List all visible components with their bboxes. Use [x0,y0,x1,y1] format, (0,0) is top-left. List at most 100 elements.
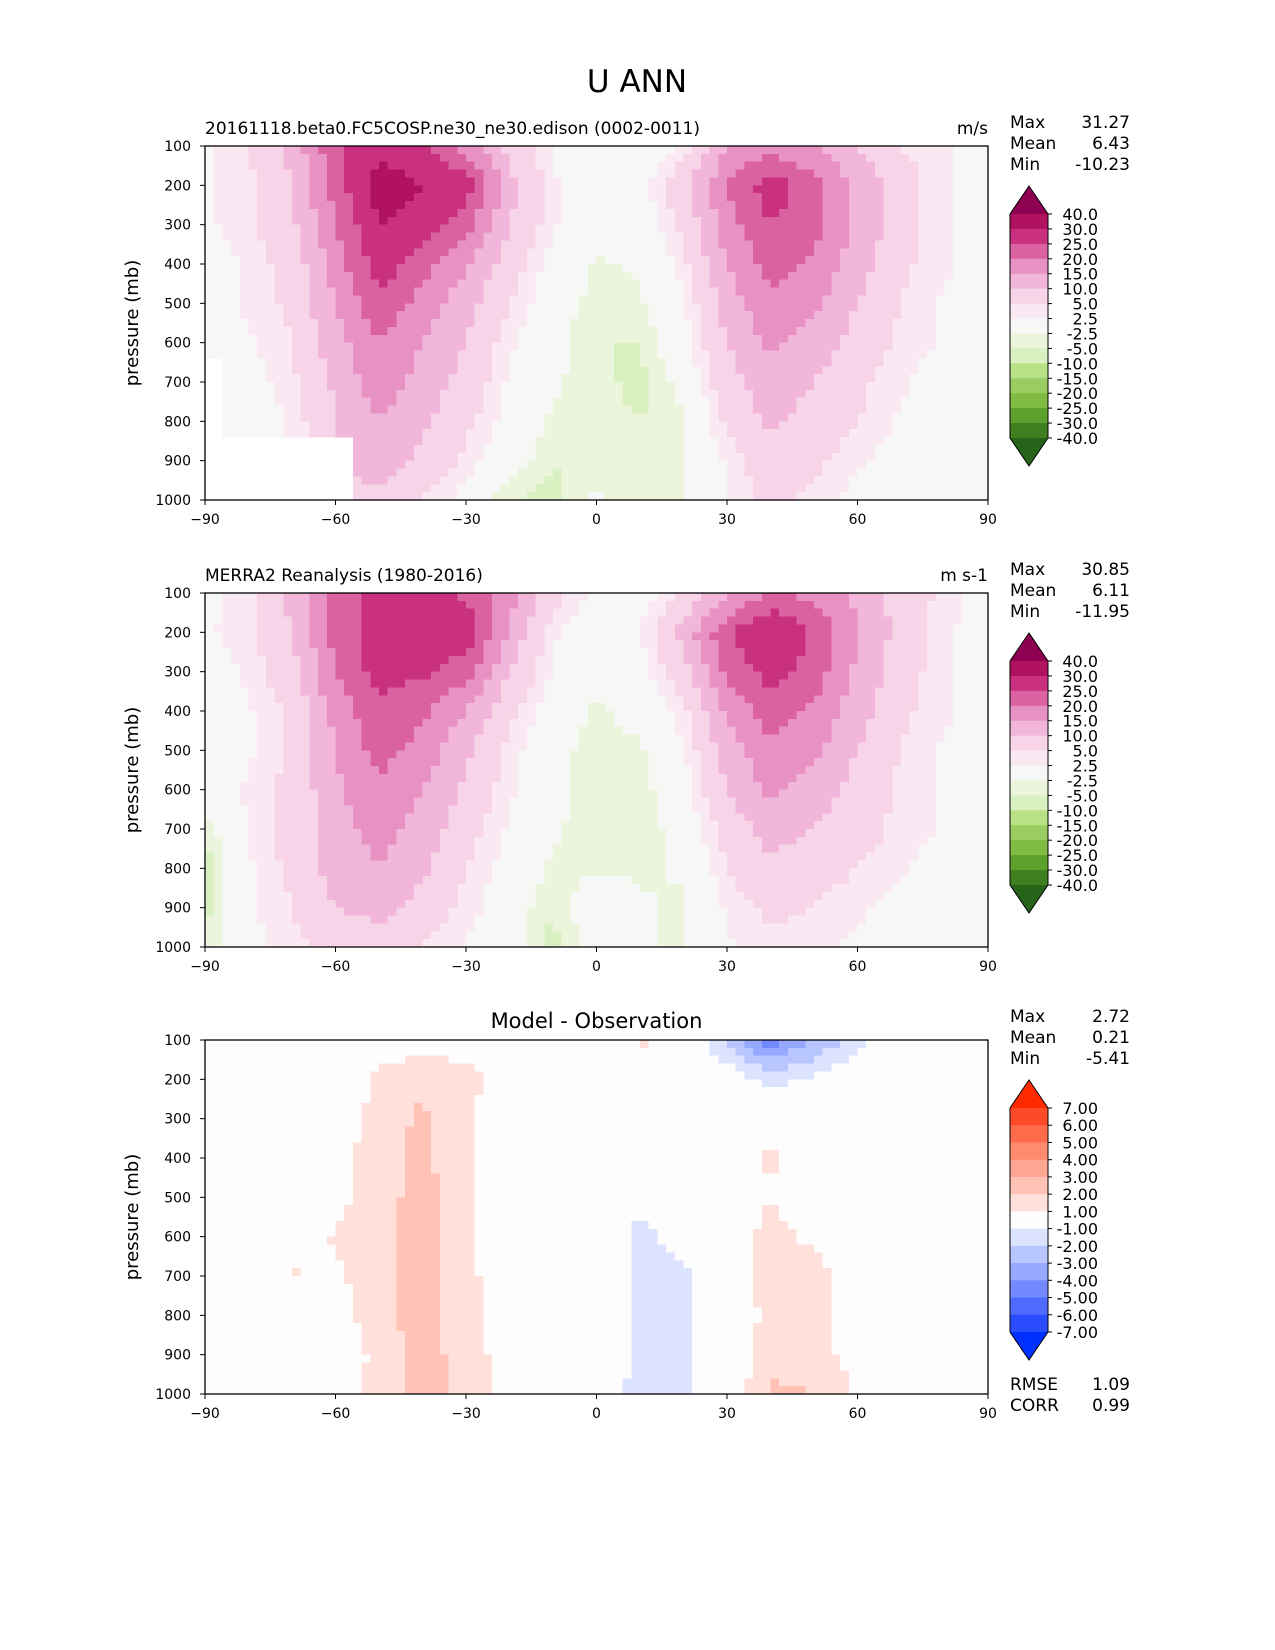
contour-cell [387,663,397,673]
contour-cell [535,663,545,673]
contour-cell [213,640,223,649]
contour-cell [709,256,719,265]
contour-cell [953,452,963,462]
contour-cell [927,648,937,657]
contour-cell [700,468,711,477]
contour-cell [700,256,711,265]
contour-cell [231,295,241,304]
contour-cell [431,311,441,320]
contour-cell [935,429,946,438]
contour-cell [953,671,963,681]
contour-cell [448,421,458,430]
contour-cell [318,671,328,681]
contour-cell [213,177,223,186]
contour-cell [857,444,867,454]
contour-cell [509,366,519,375]
contour-cell [292,342,302,352]
contour-cell [361,334,371,344]
contour-cell [292,421,302,430]
contour-cell [387,295,397,304]
contour-cell [439,358,450,367]
contour-cell [457,216,467,226]
contour-cell [692,593,702,602]
contour-cell [370,153,380,163]
contour-cell [640,264,650,273]
contour-cell [352,444,363,454]
contour-cell [901,311,911,320]
contour-cell [579,600,589,610]
contour-cell [640,232,650,241]
contour-cell [970,271,980,281]
contour-cell [326,271,337,281]
contour-cell [422,648,432,657]
contour-cell [387,358,397,367]
contour-cell [814,648,824,657]
contour-cell [387,216,397,226]
contour-cell [953,476,963,485]
contour-cell [692,624,702,633]
contour-cell [553,201,563,210]
contour-cell [700,264,711,273]
contour-cell [944,224,954,234]
contour-cell [265,405,276,415]
contour-cell [466,632,476,641]
contour-cell [518,161,528,171]
contour-cell [605,413,615,422]
contour-cell [448,208,458,218]
contour-cell [213,161,223,171]
contour-cell [283,153,293,163]
contour-cell [683,655,693,665]
contour-cell [944,421,954,430]
contour-cell [901,640,911,649]
contour-cell [579,224,589,234]
contour-cell [787,185,798,194]
contour-cell [483,161,493,171]
contour-cell [474,216,484,226]
contour-cell [935,256,946,265]
contour-cell [553,397,563,407]
y-tick-label: 500 [164,296,191,312]
contour-cell [674,374,685,383]
contour-cell [944,216,954,226]
contour-cell [344,287,354,297]
contour-cell [274,334,284,344]
contour-cell [700,193,711,202]
contour-cell [874,366,885,375]
contour-cell [248,303,258,312]
contour-cell [248,600,258,610]
contour-cell [535,326,545,336]
contour-cell [431,374,441,383]
contour-cell [874,201,885,210]
contour-cell [248,663,258,673]
contour-cell [805,608,815,618]
contour-cell [309,616,319,626]
contour-cell [387,468,397,477]
colorbar-swatch [1010,258,1048,275]
contour-cell [526,224,537,234]
contour-cell [500,413,511,422]
contour-cell [231,256,241,265]
contour-cell [935,342,946,352]
contour-cell [509,248,519,257]
contour-cell [779,248,789,257]
contour-cell [944,624,954,633]
contour-cell [796,600,806,610]
contour-cell [526,161,537,171]
contour-cell [927,153,937,163]
contour-cell [770,201,780,210]
contour-cell [222,216,232,226]
contour-cell [431,264,441,273]
contour-cell [274,350,284,359]
contour-cell [814,492,824,501]
contour-cell [265,608,276,618]
contour-cell [753,279,763,289]
contour-cell [213,326,223,336]
contour-cell [500,240,511,249]
contour-cell [579,640,589,649]
contour-cell [544,232,554,241]
contour-cell [700,397,711,407]
contour-cell [500,484,511,493]
contour-cell [439,484,450,493]
contour-cell [961,476,972,485]
contour-cell [735,616,745,626]
